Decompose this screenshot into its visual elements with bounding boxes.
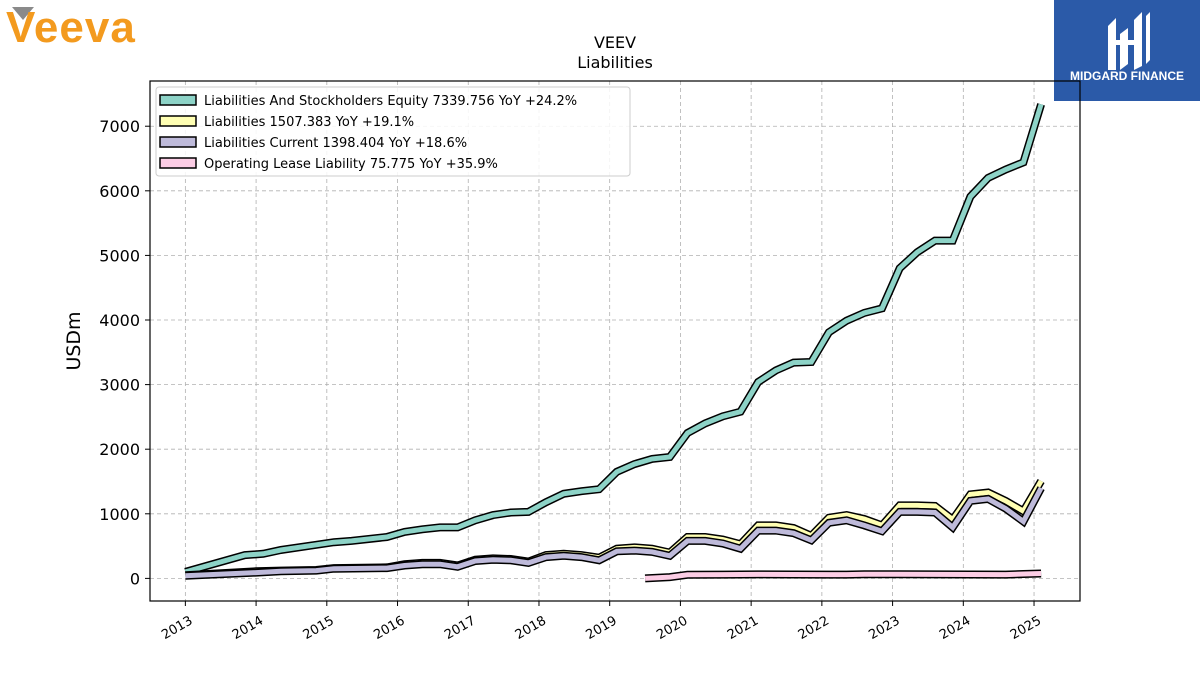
y-tick-label: 0 <box>130 569 140 588</box>
plot-frame <box>149 80 1081 602</box>
y-tick-label: 3000 <box>99 376 140 395</box>
legend: Liabilities And Stockholders Equity 7339… <box>155 86 631 177</box>
legend-label-3: Operating Lease Liability 75.775 YoY +35… <box>204 157 498 172</box>
y-tick-label: 5000 <box>99 246 140 265</box>
series-line-1 <box>185 479 1044 578</box>
x-tick-label: 2014 <box>230 613 266 643</box>
x-tick-label: 2024 <box>937 613 973 643</box>
y-axis-ticks: 0 1000 2000 3000 4000 5000 6000 7000 <box>99 117 150 588</box>
x-tick-label: 2016 <box>371 613 407 643</box>
series-line-3 <box>644 571 1042 581</box>
x-tick-label: 2020 <box>654 613 690 643</box>
legend-swatch-2 <box>159 136 197 148</box>
chart-subtitle: Liabilities <box>577 53 653 72</box>
series-outline-2 <box>185 486 1045 580</box>
veeva-logo-mark-icon <box>12 7 34 20</box>
y-tick-label: 7000 <box>99 117 140 136</box>
y-tick-label: 2000 <box>99 440 140 459</box>
x-tick-label: 2013 <box>159 613 195 643</box>
x-tick-label: 2021 <box>725 613 761 643</box>
y-tick-label: 6000 <box>99 182 140 201</box>
chart-title: VEEV <box>594 33 636 52</box>
midgard-logo-mark-icon <box>1108 12 1150 70</box>
x-tick-label: 2025 <box>1008 613 1044 643</box>
x-tick-label: 2017 <box>442 613 478 643</box>
y-tick-label: 4000 <box>99 311 140 330</box>
series-line-2 <box>185 486 1044 579</box>
y-axis-label: USDm <box>63 311 85 370</box>
series-lines <box>184 103 1045 583</box>
x-tick-label: 2015 <box>301 613 337 643</box>
series-outline-1 <box>185 478 1045 580</box>
x-tick-label: 2019 <box>584 613 620 643</box>
x-axis-ticks: 2013 2014 2015 2016 2017 2018 2019 2020 2021 2022… <box>159 601 1044 643</box>
legend-swatch-3 <box>159 157 197 169</box>
legend-box <box>155 86 631 177</box>
legend-swatch-1 <box>159 115 197 127</box>
legend-label-1: Liabilities 1507.383 YoY +19.1% <box>204 115 414 130</box>
x-tick-label: 2018 <box>513 613 549 643</box>
x-tick-label: 2022 <box>796 613 832 643</box>
legend-swatch-0 <box>159 94 197 106</box>
legend-label-2: Liabilities Current 1398.404 YoY +18.6% <box>204 136 467 151</box>
midgard-logo-text: MIDGARD FINANCE <box>1070 69 1184 83</box>
midgard-finance-logo: MIDGARD FINANCE <box>1054 0 1200 101</box>
veeva-logo-text: Veeva <box>6 4 136 46</box>
legend-label-0: Liabilities And Stockholders Equity 7339… <box>204 94 577 109</box>
y-tick-label: 1000 <box>99 505 140 524</box>
x-tick-label: 2023 <box>866 613 902 643</box>
series-line-0 <box>184 103 1044 575</box>
veeva-logo: Veeva <box>4 3 174 52</box>
